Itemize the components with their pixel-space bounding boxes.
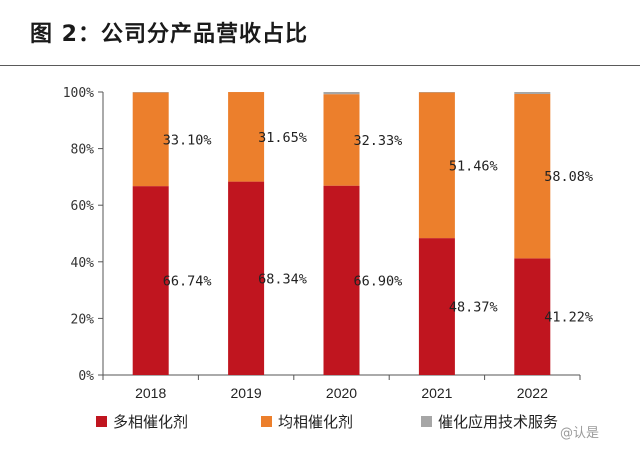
title-rule [0, 65, 640, 66]
x-tick-label: 2020 [326, 385, 357, 401]
watermark-text: @认是 [560, 426, 599, 441]
bar-segment [132, 92, 169, 187]
data-label: 66.74% [163, 274, 212, 290]
data-label: 68.34% [258, 271, 307, 287]
legend: 多相催化剂 均相催化剂 催化应用技术服务 [96, 413, 558, 431]
data-label: 33.10% [163, 132, 212, 148]
y-tick-label: 100% [63, 86, 94, 101]
bar-segment [514, 92, 551, 94]
plot-area: 0% 20% 40% 60% 80% 100% 66.74% 33.10% 2018 68.34%… [63, 86, 593, 401]
legend-swatch [261, 416, 272, 427]
bar-segment [323, 185, 360, 375]
data-label: 51.46% [449, 158, 498, 174]
bar-segment [514, 258, 551, 375]
data-label: 58.08% [544, 169, 593, 185]
x-tick-label: 2019 [231, 385, 262, 401]
legend-label: 均相催化剂 [278, 413, 353, 431]
bar-segment [228, 92, 265, 182]
data-label: 48.37% [449, 300, 498, 316]
x-tick-label: 2022 [517, 385, 548, 401]
legend-swatch [96, 416, 107, 427]
y-tick-label: 40% [71, 256, 95, 271]
bar-segment [514, 93, 551, 259]
bar-segment [228, 181, 265, 375]
y-tick-label: 80% [71, 143, 95, 158]
data-label: 41.22% [544, 310, 593, 326]
data-label: 32.33% [354, 133, 403, 149]
x-tick-label: 2018 [135, 385, 166, 401]
y-tick-label: 60% [71, 199, 95, 214]
bar-segment [418, 92, 455, 239]
bar-segment [418, 238, 455, 375]
chart-title: 图 2：公司分产品营收占比 [30, 22, 308, 47]
data-label: 66.90% [354, 273, 403, 289]
bar-segment [323, 94, 360, 186]
y-tick-label: 20% [71, 312, 95, 327]
legend-label: 多相催化剂 [113, 413, 188, 431]
bar-segment [323, 92, 360, 95]
legend-label: 催化应用技术服务 [438, 413, 558, 431]
x-tick-label: 2021 [421, 385, 452, 401]
bar-segment [132, 186, 169, 375]
data-label: 31.65% [258, 130, 307, 146]
y-tick-label: 0% [78, 369, 94, 384]
legend-swatch [421, 416, 432, 427]
